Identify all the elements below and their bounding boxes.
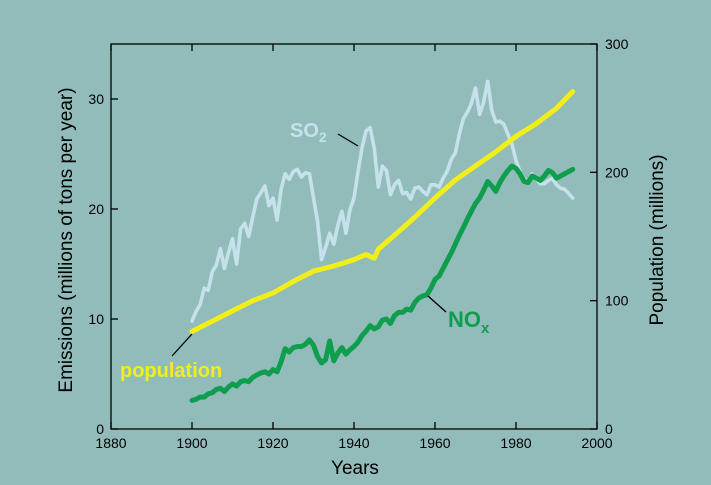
population-leader-line [171, 333, 193, 357]
x-tick-label: 1880 [95, 435, 126, 451]
left-y-tick-label: 20 [88, 201, 104, 217]
right-y-tick-label: 300 [605, 36, 629, 52]
so2-leader-line [337, 133, 359, 147]
left-y-tick-label: 0 [96, 421, 104, 437]
x-axis-title: Years [331, 458, 379, 479]
so2-line [190, 79, 575, 323]
x-tick-label: 1900 [176, 435, 207, 451]
series-layer [189, 79, 576, 403]
right-y-tick-label: 200 [605, 164, 629, 180]
so2-label-main: SO [290, 120, 319, 142]
right-y-tick-label: 100 [605, 293, 629, 309]
x-tick-label: 1920 [257, 435, 288, 451]
x-tick-label: 1960 [419, 435, 450, 451]
population-line [189, 89, 576, 334]
nox-label-subscript: x [481, 320, 490, 337]
x-tick-label: 1980 [500, 435, 531, 451]
x-tick-label: 1940 [338, 435, 369, 451]
population-label: population [120, 360, 222, 382]
so2-label: SO2 [290, 120, 327, 145]
nox-line [189, 163, 576, 403]
left-y-tick-label: 10 [88, 311, 104, 327]
nox-leader-line [427, 295, 447, 313]
ticks-layer: 1880 1900 1920 1940 1960 1980 2000010203001002… [88, 36, 628, 451]
nox-label: NOx [448, 307, 490, 337]
left-y-tick-label: 30 [88, 91, 104, 107]
so2-label-subscript: 2 [319, 129, 327, 145]
nox-label-main: NO [448, 307, 481, 332]
right-y-tick-label: 0 [605, 421, 613, 437]
left-axis-title: Emissions (millions of tons per year) [56, 87, 77, 392]
right-axis-title: Population (millions) [647, 154, 668, 325]
series-labels: SO2 NOx population [120, 120, 490, 382]
x-tick-label: 2000 [581, 435, 612, 451]
